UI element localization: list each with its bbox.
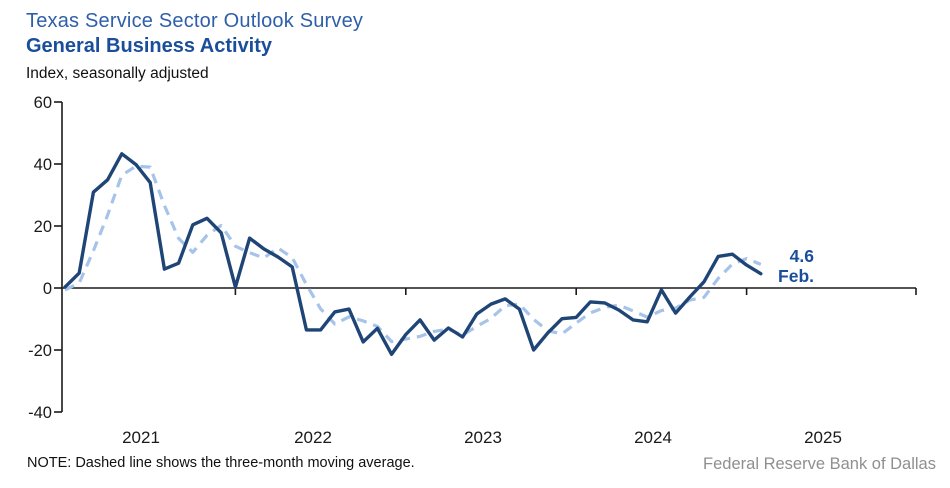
y-tick-label: 40	[34, 156, 52, 174]
chart-title: General Business Activity	[26, 35, 273, 57]
footnote: NOTE: Dashed line shows the three-month …	[27, 455, 415, 471]
latest-value: 4.6	[789, 246, 814, 266]
axis-units-label: Index, seasonally adjusted	[26, 65, 209, 82]
attribution: Federal Reserve Bank of Dallas	[703, 455, 936, 473]
x-tick-label: 2025	[804, 428, 842, 447]
latest-month: Feb.	[778, 266, 814, 286]
y-tick-label: 0	[43, 280, 52, 298]
moving-average-line	[64, 164, 762, 344]
x-tick-label: 2023	[464, 428, 502, 447]
y-tick-label: -40	[28, 404, 52, 422]
latest-value-annotation: 4.6 Feb.	[750, 246, 814, 286]
x-tick-label: 2022	[294, 428, 332, 447]
monthly-series-line	[63, 152, 763, 356]
y-tick-label: 60	[34, 94, 52, 112]
survey-title: Texas Service Sector Outlook Survey	[26, 10, 364, 32]
x-tick-label: 2024	[634, 428, 672, 447]
x-tick-label: 2021	[122, 428, 160, 447]
y-tick-label: 20	[34, 218, 52, 236]
y-tick-label: -20	[28, 342, 52, 360]
